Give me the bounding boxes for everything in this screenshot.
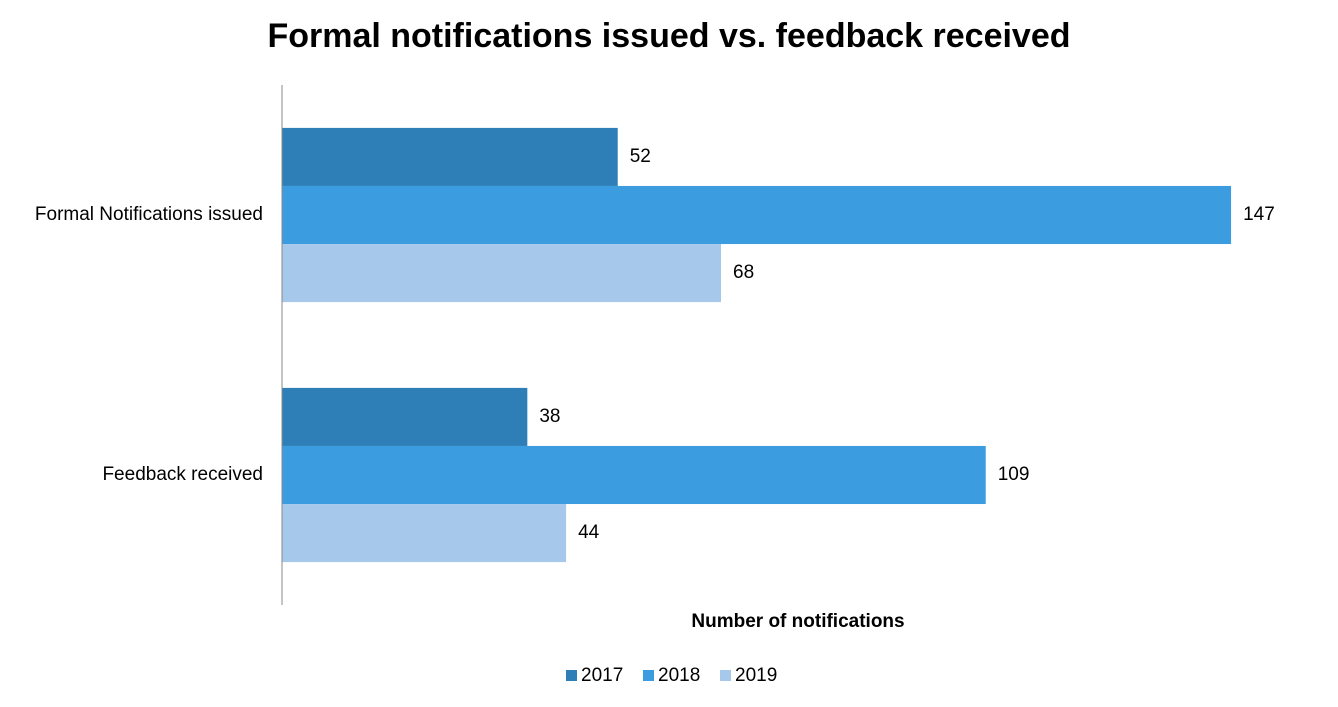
bar (282, 185, 1232, 245)
bar (282, 244, 722, 303)
value-label: 147 (1243, 204, 1275, 225)
legend-label: 2019 (735, 665, 777, 686)
chart-title: Formal notifications issued vs. feedback… (267, 17, 1070, 55)
value-label: 52 (630, 146, 651, 167)
x-axis-title: Number of notifications (691, 611, 904, 632)
legend-swatch (566, 670, 577, 681)
category-label: Formal Notifications issued (35, 204, 263, 225)
legend-label: 2018 (658, 665, 700, 686)
bar (282, 127, 618, 186)
value-label: 109 (998, 464, 1030, 485)
legend-swatch (643, 670, 654, 681)
bar (282, 445, 986, 505)
value-label: 38 (539, 406, 560, 427)
value-label: 68 (733, 262, 754, 283)
bar (282, 387, 528, 446)
legend-label: 2017 (581, 665, 623, 686)
legend-swatch (720, 670, 731, 681)
value-label: 44 (578, 522, 600, 543)
category-label: Feedback received (102, 464, 263, 485)
bar (282, 504, 567, 563)
